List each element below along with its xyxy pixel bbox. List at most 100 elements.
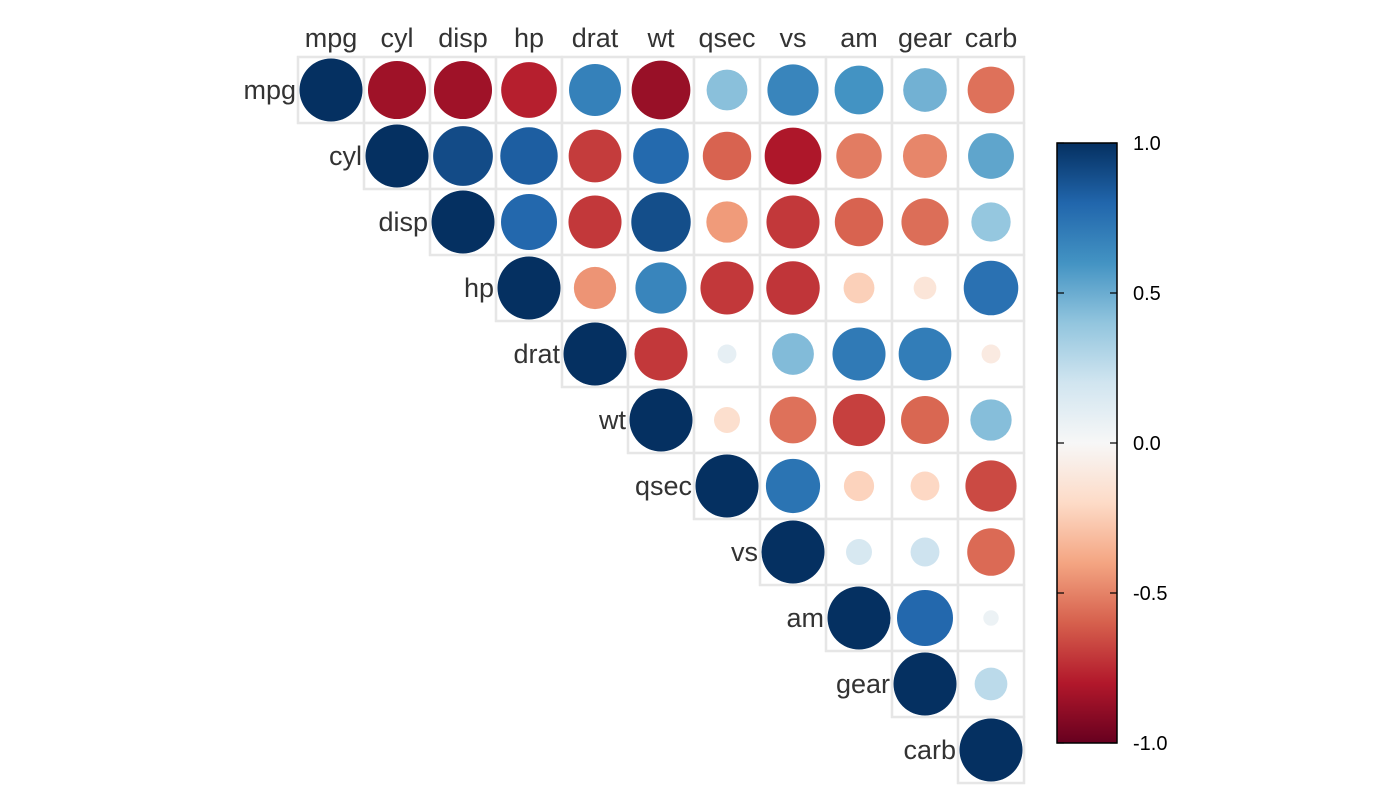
- column-label-cyl: cyl: [381, 23, 414, 53]
- row-label-wt: wt: [598, 405, 626, 435]
- corr-circle-qsec-vs: [765, 458, 821, 514]
- column-label-wt: wt: [647, 23, 675, 53]
- corr-circle-qsec-carb: [965, 460, 1017, 512]
- corr-circle-disp-disp: [431, 190, 495, 254]
- corr-circle-cyl-am: [836, 133, 882, 179]
- row-label-am: am: [786, 603, 824, 633]
- colorbar-gradient: [1056, 142, 1118, 744]
- column-label-gear: gear: [898, 23, 952, 53]
- column-label-vs: vs: [780, 23, 807, 53]
- corr-circle-cyl-vs: [764, 127, 822, 185]
- corr-circle-hp-hp: [497, 256, 561, 320]
- corr-circle-hp-vs: [766, 261, 820, 315]
- row-label-vs: vs: [731, 537, 758, 567]
- corr-circle-wt-qsec: [714, 407, 740, 433]
- corr-circle-wt-am: [832, 393, 886, 447]
- corr-circle-am-am: [827, 586, 891, 650]
- corr-circle-wt-gear: [901, 396, 949, 444]
- corr-circle-wt-carb: [970, 399, 1012, 441]
- row-label-gear: gear: [836, 669, 890, 699]
- corr-circle-carb-carb: [959, 718, 1023, 782]
- corr-circle-vs-gear: [910, 537, 940, 567]
- circle-layer: [299, 58, 1023, 782]
- corr-circle-cyl-carb: [968, 133, 1014, 179]
- colorbar-tick-label: 0.5: [1133, 283, 1161, 305]
- row-label-qsec: qsec: [635, 471, 692, 501]
- corr-circle-cyl-gear: [902, 133, 948, 179]
- corr-circle-disp-am: [834, 197, 884, 247]
- corr-circle-disp-qsec: [706, 201, 748, 243]
- row-label-disp: disp: [378, 207, 428, 237]
- corr-circle-drat-wt: [634, 327, 688, 381]
- colorbar-tick-label: -0.5: [1133, 583, 1167, 605]
- corr-circle-qsec-am: [843, 470, 875, 502]
- corr-circle-hp-gear: [913, 276, 937, 300]
- column-label-carb: carb: [965, 23, 1018, 53]
- corr-circle-disp-hp: [501, 194, 557, 250]
- corr-circle-cyl-hp: [500, 127, 558, 185]
- corr-circle-cyl-cyl: [365, 124, 429, 188]
- row-label-drat: drat: [513, 339, 560, 369]
- row-label-mpg: mpg: [243, 75, 296, 105]
- corr-circle-drat-am: [832, 327, 886, 381]
- corr-circle-gear-carb: [974, 667, 1008, 701]
- corr-circle-mpg-drat: [569, 64, 621, 116]
- corr-circle-qsec-gear: [910, 471, 940, 501]
- corr-circle-disp-drat: [568, 195, 622, 249]
- row-label-cyl: cyl: [329, 141, 362, 171]
- column-labels: mpg cyl disp hp drat wt qsec vs am gear carb: [305, 23, 1018, 53]
- corr-circle-cyl-drat: [568, 129, 622, 183]
- row-label-hp: hp: [464, 273, 494, 303]
- corr-circle-cyl-qsec: [702, 131, 752, 181]
- row-labels: mpg cyl disp hp drat wt qsec vs am gear carb: [243, 75, 956, 765]
- corr-circle-hp-qsec: [700, 261, 754, 315]
- corr-circle-cyl-disp: [433, 126, 493, 186]
- column-label-mpg: mpg: [305, 23, 358, 53]
- column-label-am: am: [840, 23, 878, 53]
- corr-circle-mpg-hp: [501, 62, 557, 118]
- corr-circle-hp-wt: [635, 262, 687, 314]
- corr-circle-mpg-mpg: [299, 58, 363, 122]
- column-label-disp: disp: [438, 23, 488, 53]
- corr-circle-wt-vs: [769, 396, 817, 444]
- corr-circle-mpg-qsec: [706, 69, 748, 111]
- corr-circle-mpg-gear: [903, 68, 947, 112]
- corr-circle-disp-wt: [631, 192, 691, 252]
- color-legend: 1.0 0.5 0.0 -0.5 -1.0: [1056, 133, 1167, 755]
- corr-circle-drat-vs: [772, 333, 814, 375]
- corr-circle-mpg-cyl: [367, 60, 427, 120]
- corr-circle-drat-gear: [898, 327, 952, 381]
- corr-circle-wt-wt: [629, 388, 693, 452]
- colorbar-tick-label: 1.0: [1133, 133, 1161, 155]
- corr-circle-hp-am: [843, 272, 875, 304]
- colorbar-tick-label: 0.0: [1133, 433, 1161, 455]
- corr-circle-mpg-carb: [967, 66, 1015, 114]
- corr-circle-hp-carb: [963, 260, 1019, 316]
- corr-circle-mpg-am: [834, 65, 884, 115]
- corr-circle-gear-gear: [893, 652, 957, 716]
- column-label-drat: drat: [572, 23, 619, 53]
- corr-circle-disp-carb: [971, 202, 1011, 242]
- column-label-hp: hp: [514, 23, 544, 53]
- corr-circle-vs-vs: [761, 520, 825, 584]
- row-label-carb: carb: [903, 735, 956, 765]
- corr-circle-am-gear: [897, 590, 953, 646]
- corr-circle-mpg-disp: [433, 60, 493, 120]
- colorbar-tick-label: -1.0: [1133, 733, 1167, 755]
- grid-cell-disp-carb: [956, 187, 1026, 257]
- corr-circle-mpg-vs: [767, 64, 819, 116]
- corr-circle-mpg-wt: [631, 60, 691, 120]
- corr-circle-am-carb: [983, 610, 999, 626]
- corr-circle-drat-carb: [981, 344, 1001, 364]
- corr-circle-disp-gear: [901, 198, 949, 246]
- corr-circle-vs-am: [846, 539, 872, 565]
- corr-circle-vs-carb: [967, 528, 1015, 576]
- corr-circle-drat-drat: [563, 322, 627, 386]
- corr-circle-cyl-wt: [633, 128, 689, 184]
- corr-circle-disp-vs: [766, 195, 820, 249]
- column-label-qsec: qsec: [698, 23, 755, 53]
- corr-circle-hp-drat: [573, 266, 617, 310]
- corr-circle-qsec-qsec: [695, 454, 759, 518]
- corr-circle-drat-qsec: [717, 344, 737, 364]
